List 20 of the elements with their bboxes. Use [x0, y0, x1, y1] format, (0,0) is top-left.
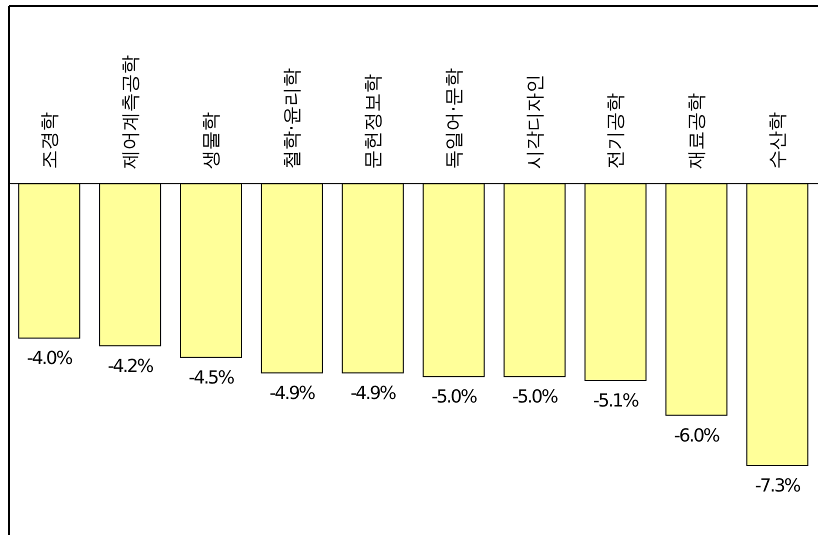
x-tick-label: 독일어·문학: [442, 68, 465, 169]
x-tick-label: 전기공학: [604, 92, 627, 169]
x-tick-label: 시각디자인: [524, 74, 546, 169]
x-tick-label: 재료공학: [686, 92, 708, 169]
data-label: -4.5%: [188, 367, 235, 388]
data-label: -4.9%: [350, 382, 397, 404]
x-tick-label: 조경학: [38, 112, 60, 169]
data-label: -4.2%: [108, 356, 154, 377]
x-tick-label: 철학·윤리학: [281, 68, 304, 169]
data-label: -5.0%: [512, 386, 558, 408]
x-tick-label: 수산학: [766, 112, 789, 169]
data-label: -5.0%: [431, 386, 478, 408]
x-tick-label: 생물학: [200, 112, 222, 169]
x-tick-label: 문헌정보학: [362, 74, 384, 169]
x-tick-label: 제어계측공학: [119, 54, 142, 169]
data-label: -7.3%: [754, 475, 802, 496]
data-label: -6.0%: [674, 425, 720, 446]
data-label: -5.1%: [593, 390, 640, 412]
data-label: -4.0%: [26, 348, 73, 370]
data-label: -4.9%: [270, 382, 316, 404]
